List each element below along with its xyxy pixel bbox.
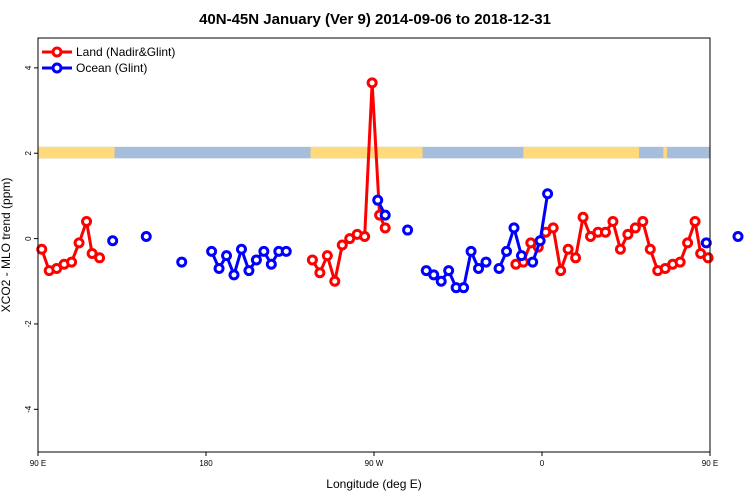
data-point-ocean	[443, 265, 455, 277]
data-point-ocean	[250, 254, 262, 266]
data-point-ocean	[480, 256, 492, 268]
data-point-land	[702, 252, 714, 264]
data-point-ocean	[527, 256, 539, 268]
data-point-land	[366, 77, 378, 89]
data-point-ocean	[372, 194, 384, 206]
data-point-ocean	[176, 256, 188, 268]
data-point-ocean	[428, 269, 440, 281]
data-point-land	[674, 256, 686, 268]
data-point-land	[94, 252, 106, 264]
x-tick-label: 180	[199, 459, 213, 468]
data-point-ocean	[258, 245, 270, 257]
data-point-ocean	[465, 245, 477, 257]
data-point-ocean	[473, 262, 485, 274]
data-point-ocean	[493, 262, 505, 274]
data-point-ocean	[700, 237, 712, 249]
data-point-ocean	[534, 235, 546, 247]
data-point-ocean	[107, 235, 119, 247]
series-line-land	[311, 81, 387, 283]
y-tick-label: 4	[24, 65, 33, 70]
legend-item-land: Land (Nadir&Glint)	[42, 45, 175, 59]
data-point-ocean	[228, 269, 240, 281]
series-land	[36, 77, 714, 287]
legend-marker-ocean	[51, 62, 63, 74]
data-point-land	[607, 216, 619, 228]
x-tick-label: 0	[540, 459, 545, 468]
land-sea-band	[38, 146, 710, 159]
data-point-land	[306, 254, 318, 266]
data-point-land	[359, 230, 371, 242]
data-point-land	[73, 237, 85, 249]
y-axis-label: XCO2 - MLO trend (ppm)	[0, 178, 13, 313]
data-point-land	[36, 243, 48, 255]
data-point-land	[336, 239, 348, 251]
legend-label-land: Land (Nadir&Glint)	[76, 45, 175, 59]
data-point-land	[629, 222, 641, 234]
data-point-land	[379, 222, 391, 234]
legend-item-ocean: Ocean (Glint)	[42, 61, 147, 75]
data-point-ocean	[515, 250, 527, 262]
x-tick-label: 90 W	[365, 459, 384, 468]
data-point-land	[314, 267, 326, 279]
data-point-land	[637, 216, 649, 228]
y-tick-label: 0	[24, 236, 33, 241]
x-tick-label: 90 E	[30, 459, 46, 468]
data-point-ocean	[379, 209, 391, 221]
y-axis: -4 -2 0 2 4	[24, 65, 38, 413]
data-point-land	[577, 211, 589, 223]
y-tick-label: -4	[24, 405, 33, 413]
data-point-ocean	[458, 282, 470, 294]
x-axis: 90 E 180 90 W 0 90 E	[30, 452, 718, 468]
data-point-land	[329, 275, 341, 287]
chart-title: 40N-45N January (Ver 9) 2014-09-06 to 20…	[199, 11, 551, 28]
data-point-ocean	[280, 245, 292, 257]
data-point-land	[599, 226, 611, 238]
data-point-land	[614, 243, 626, 255]
series-group	[36, 77, 744, 294]
x-axis-label: Longitude (deg E)	[326, 477, 421, 491]
land-band-segment	[663, 146, 668, 159]
data-point-ocean	[402, 224, 414, 236]
data-point-ocean	[508, 222, 520, 234]
series-line-ocean	[497, 226, 523, 270]
data-point-ocean	[542, 188, 554, 200]
data-point-land	[622, 228, 634, 240]
data-point-ocean	[235, 243, 247, 255]
data-point-land	[689, 216, 701, 228]
data-point-ocean	[265, 258, 277, 270]
data-point-ocean	[221, 250, 233, 262]
data-point-land	[644, 243, 656, 255]
data-point-land	[321, 250, 333, 262]
data-point-land	[682, 237, 694, 249]
data-point-land	[66, 256, 78, 268]
land-band-segment	[523, 146, 640, 159]
land-band-segment	[310, 146, 423, 159]
land-band-segment	[38, 146, 115, 159]
data-point-land	[555, 265, 567, 277]
data-point-land	[547, 222, 559, 234]
data-point-land	[562, 243, 574, 255]
data-point-ocean	[206, 245, 218, 257]
y-tick-label: 2	[24, 150, 33, 155]
data-point-land	[570, 252, 582, 264]
data-point-ocean	[213, 262, 225, 274]
data-point-ocean	[243, 265, 255, 277]
data-point-ocean	[501, 245, 513, 257]
legend-label-ocean: Ocean (Glint)	[76, 61, 147, 75]
legend-marker-land	[51, 46, 63, 58]
data-point-ocean	[732, 230, 744, 242]
data-point-ocean	[435, 275, 447, 287]
legend: Land (Nadir&Glint) Ocean (Glint)	[42, 45, 175, 75]
x-tick-label: 90 E	[702, 459, 718, 468]
data-point-ocean	[140, 230, 152, 242]
data-point-land	[81, 216, 93, 228]
y-tick-label: -2	[24, 320, 33, 328]
series-ocean	[107, 188, 744, 294]
